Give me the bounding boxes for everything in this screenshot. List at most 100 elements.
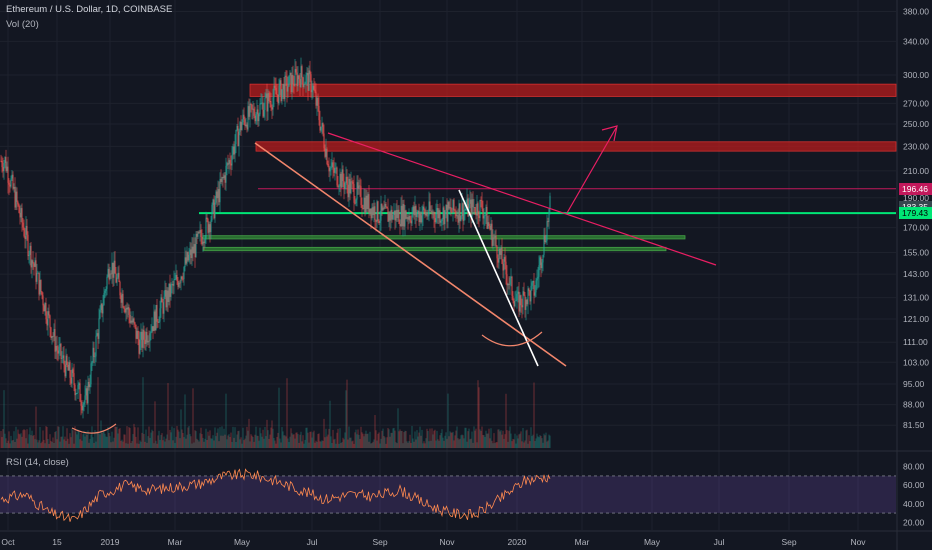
volume-bar	[367, 433, 369, 448]
volume-bar	[155, 440, 157, 448]
volume-bar	[536, 433, 538, 448]
volume-bar	[451, 432, 453, 448]
price-axis-label: 380.00	[903, 7, 929, 17]
volume-bar	[205, 428, 207, 448]
candle-body	[458, 203, 460, 223]
candle-body	[219, 179, 221, 203]
volume-bar	[262, 429, 264, 448]
candle-body	[355, 199, 357, 204]
candle-body	[517, 291, 519, 294]
candle-body	[443, 207, 445, 225]
volume-bar	[43, 439, 45, 448]
candle-body	[375, 220, 377, 222]
price-axis-label: 131.00	[903, 293, 929, 303]
volume-bar	[522, 427, 524, 448]
candle-body	[42, 295, 44, 306]
volume-bar	[417, 436, 419, 448]
candle-body	[324, 148, 326, 157]
candle-body	[155, 304, 157, 331]
candle-body	[342, 169, 344, 182]
volume-bar	[485, 430, 487, 448]
candle-body	[397, 209, 399, 218]
volume-bar	[404, 430, 406, 448]
volume-bar	[318, 433, 320, 448]
candle-body	[515, 300, 517, 302]
candle-body	[547, 221, 549, 222]
volume-bar	[193, 442, 195, 448]
candle-body	[90, 363, 92, 385]
volume-bar	[494, 443, 496, 448]
candle-body	[337, 185, 339, 187]
volume-bar	[510, 433, 512, 448]
volume-bar	[20, 433, 22, 448]
volume-bar	[124, 434, 126, 448]
candle-body	[399, 223, 401, 227]
candle-body	[522, 291, 524, 308]
volume-bar	[76, 434, 78, 448]
volume-bar	[486, 433, 488, 448]
price-axis-label: 190.00	[903, 193, 929, 203]
candle-body	[444, 210, 446, 225]
volume-bar	[246, 426, 248, 448]
candle-body	[146, 332, 148, 343]
volume-bar	[383, 435, 385, 448]
rsi-axis-label: 80.00	[903, 462, 925, 472]
volume-bar	[335, 443, 337, 448]
candle-body	[179, 282, 181, 284]
volume-bar	[513, 439, 515, 448]
volume-bar	[307, 432, 309, 448]
candle-body	[79, 383, 81, 402]
candle-body	[332, 162, 334, 168]
volume-bar	[78, 431, 80, 448]
volume-bar	[396, 443, 398, 448]
volume-bar	[23, 429, 25, 448]
candle-body	[180, 276, 182, 283]
candle-body	[262, 102, 264, 117]
falling-wedge-lower-line	[254, 142, 567, 367]
volume-bar	[460, 435, 462, 448]
volume-bar	[174, 443, 176, 448]
candle-body	[94, 356, 96, 358]
volume-bar	[202, 437, 204, 448]
candle-body	[293, 84, 295, 86]
volume-bar	[0, 431, 2, 448]
volume-bar	[63, 439, 65, 448]
candle-body	[495, 235, 497, 246]
volume-bar	[90, 434, 92, 448]
candle-body	[172, 284, 174, 286]
volume-bar	[329, 400, 331, 448]
candle-body	[58, 346, 60, 354]
candle-body	[44, 303, 46, 312]
volume-bar	[338, 443, 340, 448]
candle-body	[311, 89, 313, 93]
volume-bar	[491, 440, 493, 448]
candle-body	[352, 181, 354, 185]
candle-body	[141, 331, 143, 348]
candle-body	[268, 93, 270, 102]
candle-body	[380, 203, 382, 221]
volume-bar	[260, 433, 262, 448]
volume-bar	[62, 426, 64, 448]
candle-body	[323, 133, 325, 149]
candle-body	[132, 318, 134, 323]
volume-bar	[504, 434, 506, 448]
volume-bar	[393, 427, 395, 448]
volume-bar	[104, 433, 106, 448]
candle-body	[152, 326, 154, 332]
volume-bar	[58, 426, 60, 448]
candle-body	[307, 72, 309, 91]
volume-bar	[363, 436, 365, 448]
volume-bar	[528, 435, 530, 448]
candle-body	[206, 217, 208, 220]
price-axis-label: 270.00	[903, 98, 929, 108]
candle-body	[530, 285, 532, 302]
volume-bar	[380, 438, 382, 448]
candle-body	[438, 210, 440, 219]
candle-body	[523, 291, 525, 296]
volume-bar	[248, 418, 250, 448]
projection-arrow-head	[601, 125, 618, 142]
candle-body	[301, 66, 303, 78]
candle-body	[67, 364, 69, 371]
candle-body	[253, 108, 255, 116]
